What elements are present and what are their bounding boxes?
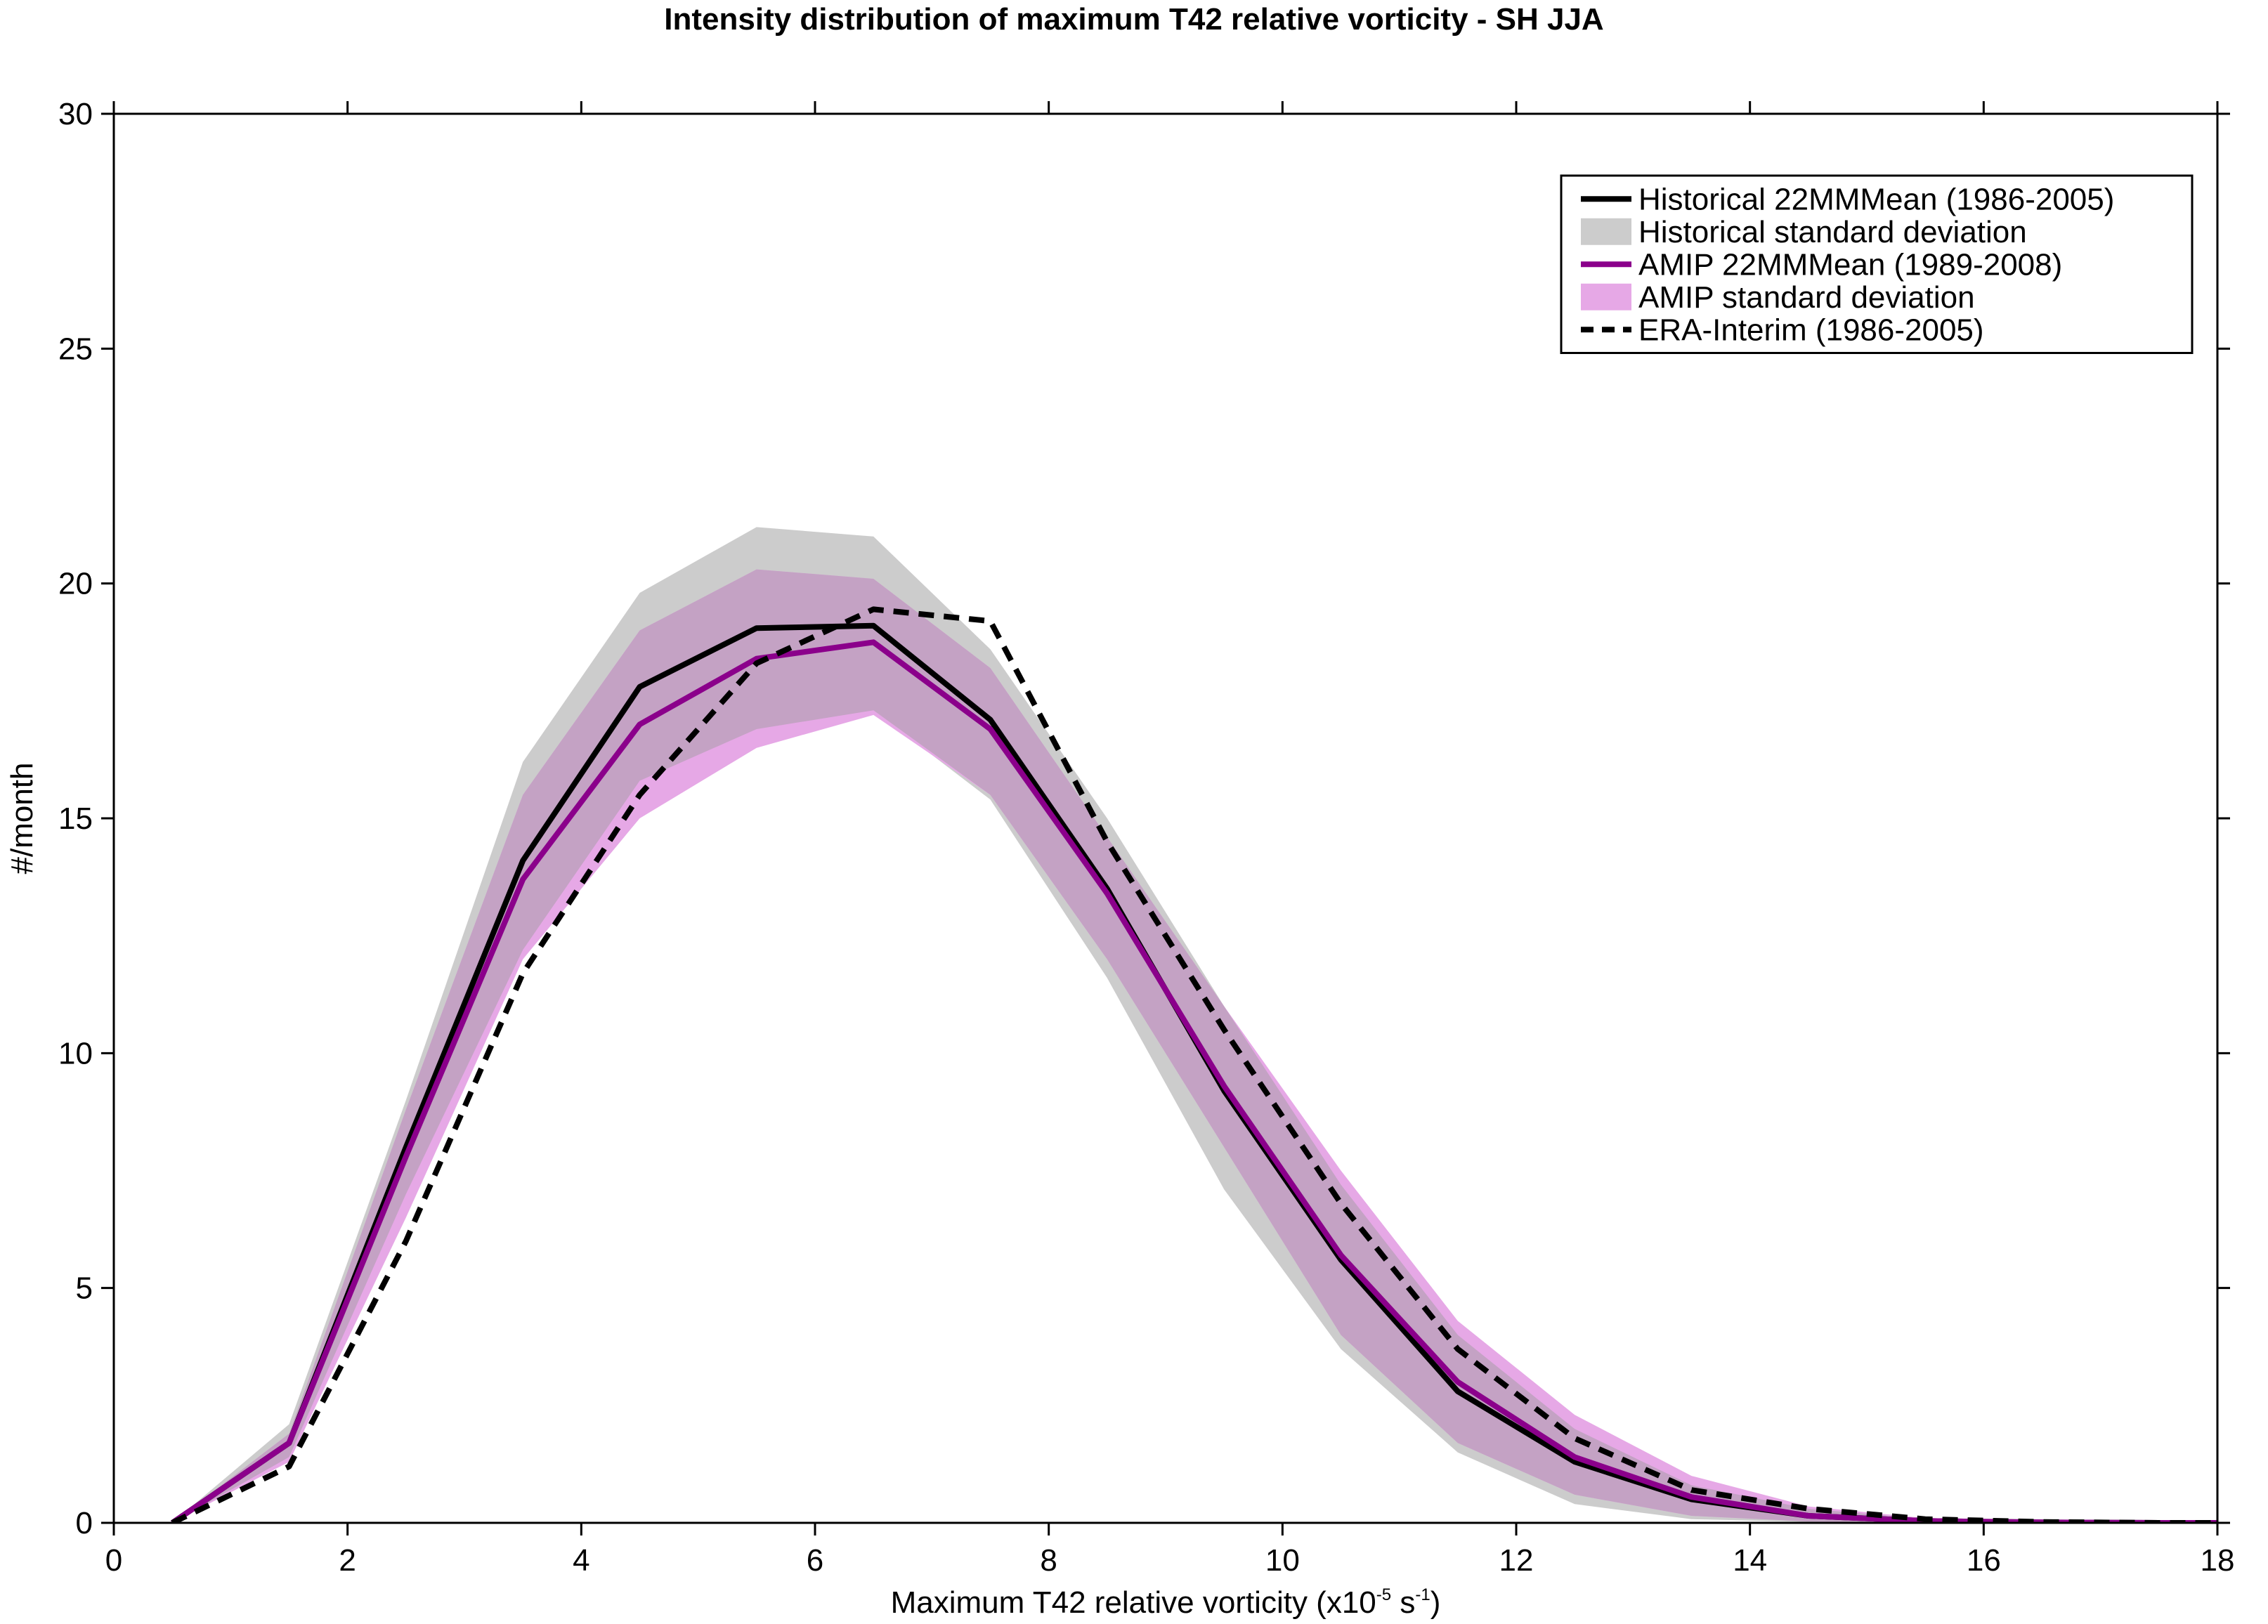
legend-label-amip-22mmmean-1989-2008: AMIP 22MMMean (1989-2008) <box>1638 247 2062 282</box>
y-tick-label: 15 <box>58 801 93 836</box>
legend-label-historical-standard-deviation: Historical standard deviation <box>1638 215 2027 249</box>
x-axis-label-middle: s <box>1391 1585 1415 1620</box>
x-axis-label-suffix: ) <box>1430 1585 1441 1620</box>
x-axis-label-prefix: Maximum T42 relative vorticity (x10 <box>891 1585 1376 1620</box>
x-tick-label: 16 <box>1967 1543 2001 1578</box>
y-tick-label: 5 <box>76 1271 93 1306</box>
axis-ticks: 0 2 4 6 8 10 12 14 16 18 0 5 10 15 20 25 30 <box>58 97 2234 1578</box>
band-overlap <box>172 569 2217 1523</box>
legend-label-amip-standard-deviation: AMIP standard deviation <box>1638 280 1975 315</box>
series-lines <box>170 606 2217 1523</box>
x-tick-label: 18 <box>2201 1543 2235 1578</box>
legend-swatch-historical-standard-deviation <box>1581 218 1631 245</box>
x-tick-label: 14 <box>1733 1543 1767 1578</box>
y-tick-label: 10 <box>58 1036 93 1070</box>
x-axis-label-exponent-1: -5 <box>1376 1585 1391 1604</box>
x-tick-label: 10 <box>1265 1543 1300 1578</box>
legend-label-historical-22mmmean-1986-2005: Historical 22MMMean (1986-2005) <box>1638 182 2114 216</box>
x-axis-label-exponent-2: -1 <box>1415 1585 1430 1604</box>
x-axis-label: Maximum T42 relative vorticity (x10-5 s-… <box>891 1585 1441 1620</box>
x-tick-label: 2 <box>339 1543 356 1578</box>
y-tick-label: 25 <box>58 332 93 366</box>
legend-label-era-interim-1986-2005: ERA-Interim (1986-2005) <box>1638 313 1984 347</box>
legend-swatch-amip-standard-deviation <box>1581 283 1631 310</box>
x-tick-label: 6 <box>807 1543 823 1578</box>
series-line-era-interim-1986-2005 <box>171 606 2217 1523</box>
y-tick-label: 20 <box>58 567 93 601</box>
legend: Historical 22MMMean (1986-2005)Historica… <box>1560 174 2194 354</box>
legend-box <box>1560 174 2194 354</box>
y-tick-label: 30 <box>58 97 93 131</box>
x-tick-label: 0 <box>105 1543 122 1578</box>
chart-title: Intensity distribution of maximum T42 re… <box>664 2 1603 37</box>
x-tick-label: 4 <box>573 1543 589 1578</box>
y-tick-label: 0 <box>76 1506 93 1540</box>
x-tick-label: 8 <box>1040 1543 1057 1578</box>
y-axis-label: #/month <box>5 763 39 875</box>
std-bands <box>172 527 2217 1523</box>
x-tick-label: 12 <box>1499 1543 1534 1578</box>
